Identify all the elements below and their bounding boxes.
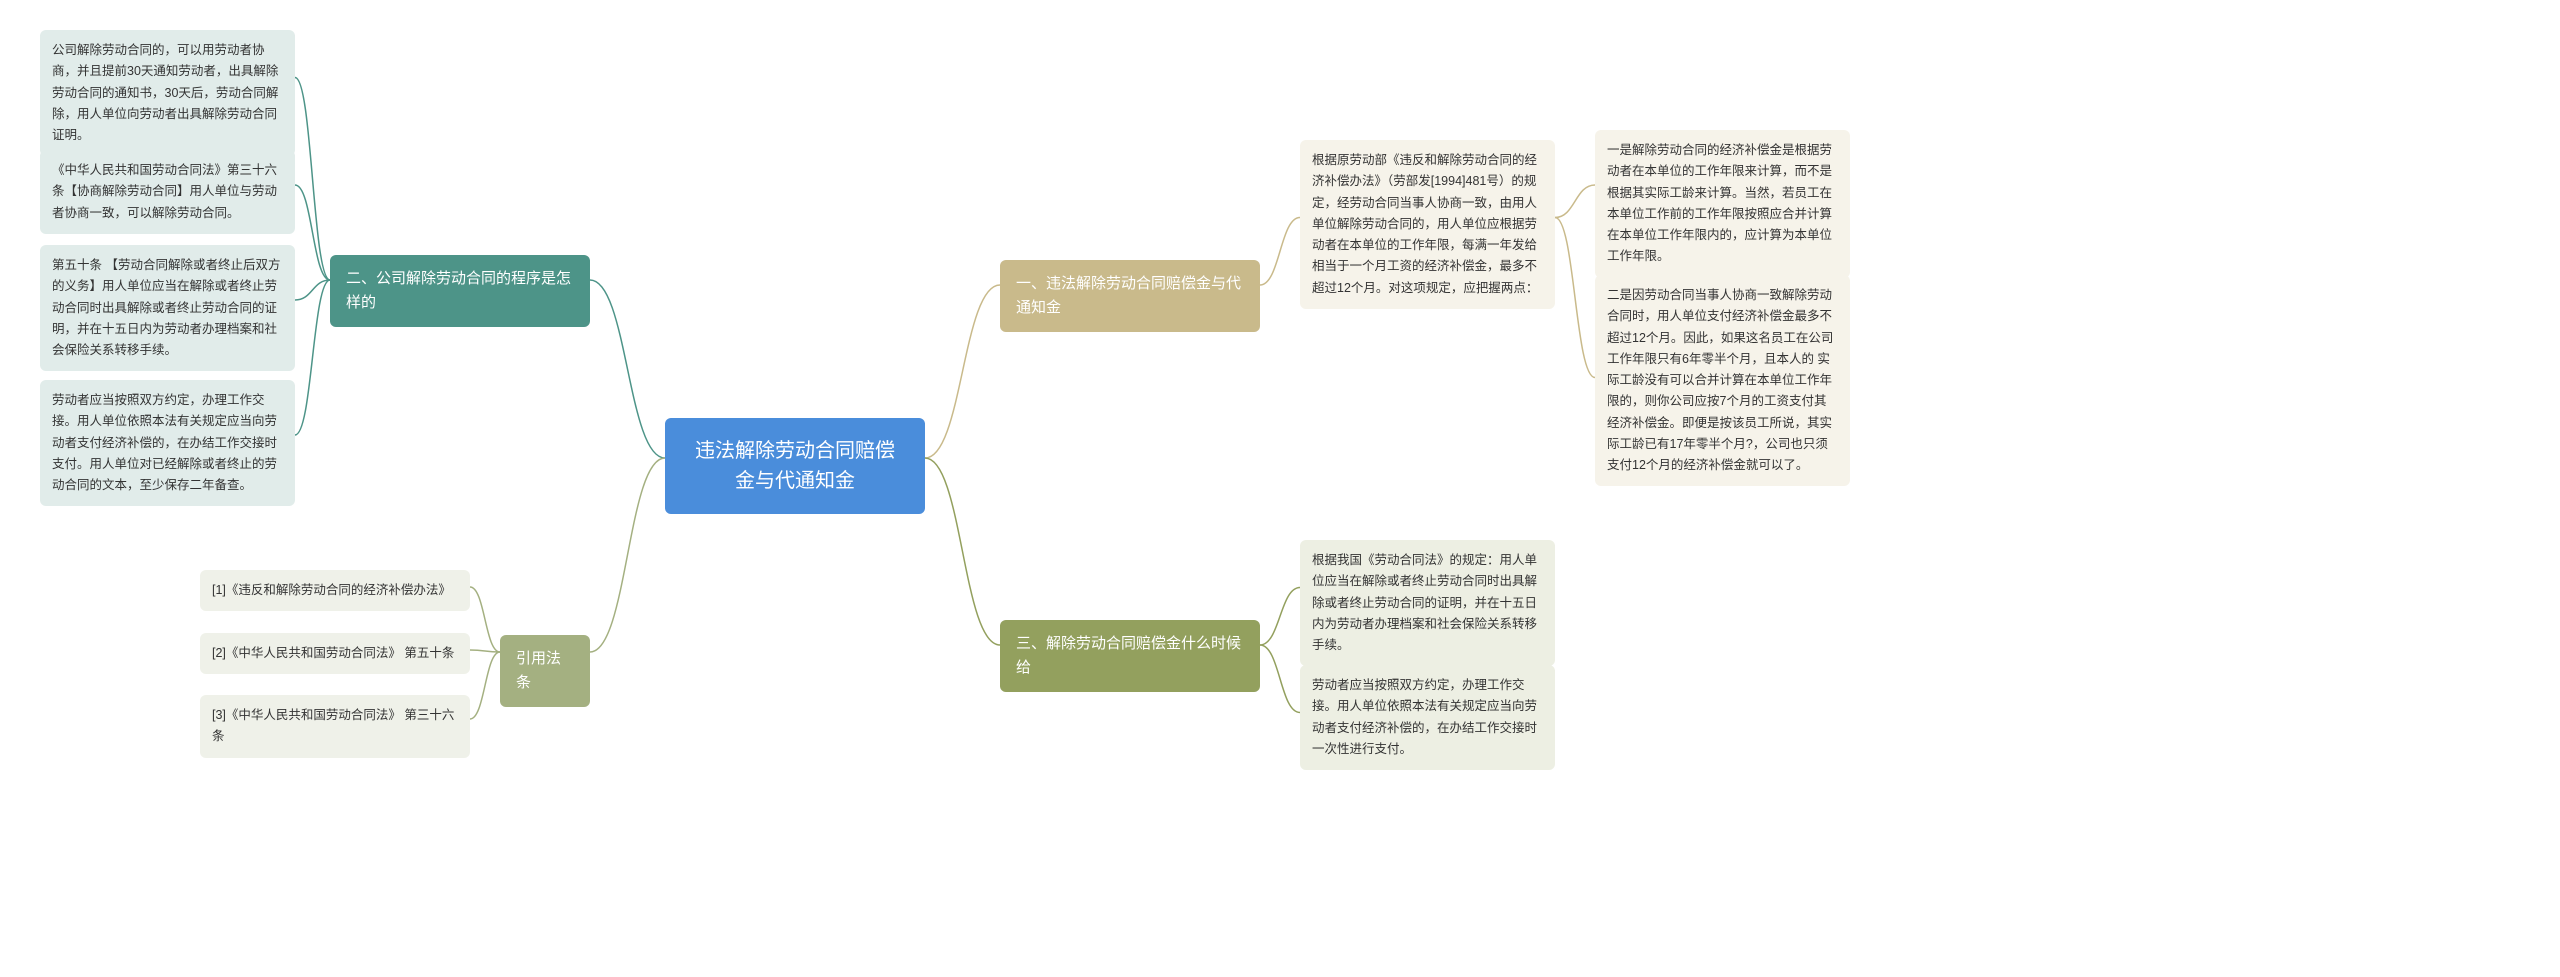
subleaf-b1-0-0: 一是解除劳动合同的经济补偿金是根据劳动者在本单位的工作年限来计算，而不是根据其实… <box>1595 130 1850 278</box>
leaf-b2-0: 公司解除劳动合同的，可以用劳动者协商，并且提前30天通知劳动者，出具解除劳动合同… <box>40 30 295 156</box>
leaf-b_ref-1: [2]《中华人民共和国劳动合同法》 第五十条 <box>200 633 470 674</box>
leaf-b2-2: 第五十条 【劳动合同解除或者终止后双方的义务】用人单位应当在解除或者终止劳动合同… <box>40 245 295 371</box>
branch-b3: 三、解除劳动合同赔偿金什么时候给 <box>1000 620 1260 692</box>
center-text: 违法解除劳动合同赔偿金与代通知金 <box>695 440 895 492</box>
branch-b1: 一、违法解除劳动合同赔偿金与代通知金 <box>1000 260 1260 332</box>
leaf-b_ref-2: [3]《中华人民共和国劳动合同法》 第三十六条 <box>200 695 470 758</box>
leaf-b2-1: 《中华人民共和国劳动合同法》第三十六条【协商解除劳动合同】用人单位与劳动者协商一… <box>40 150 295 234</box>
leaf-b1-0: 根据原劳动部《违反和解除劳动合同的经济补偿办法》（劳部发[1994]481号）的… <box>1300 140 1555 309</box>
connector-layer <box>0 0 2560 977</box>
leaf-b3-0: 根据我国《劳动合同法》的规定：用人单位应当在解除或者终止劳动合同时出具解除或者终… <box>1300 540 1555 666</box>
branch-b_ref: 引用法条 <box>500 635 590 707</box>
branch-b2: 二、公司解除劳动合同的程序是怎样的 <box>330 255 590 327</box>
subleaf-b1-0-1: 二是因劳动合同当事人协商一致解除劳动合同时，用人单位支付经济补偿金最多不超过12… <box>1595 275 1850 486</box>
center-node: 违法解除劳动合同赔偿金与代通知金 <box>665 418 925 514</box>
leaf-b2-3: 劳动者应当按照双方约定，办理工作交接。用人单位依照本法有关规定应当向劳动者支付经… <box>40 380 295 506</box>
leaf-b_ref-0: [1]《违反和解除劳动合同的经济补偿办法》 <box>200 570 470 611</box>
leaf-b3-1: 劳动者应当按照双方约定，办理工作交接。用人单位依照本法有关规定应当向劳动者支付经… <box>1300 665 1555 770</box>
